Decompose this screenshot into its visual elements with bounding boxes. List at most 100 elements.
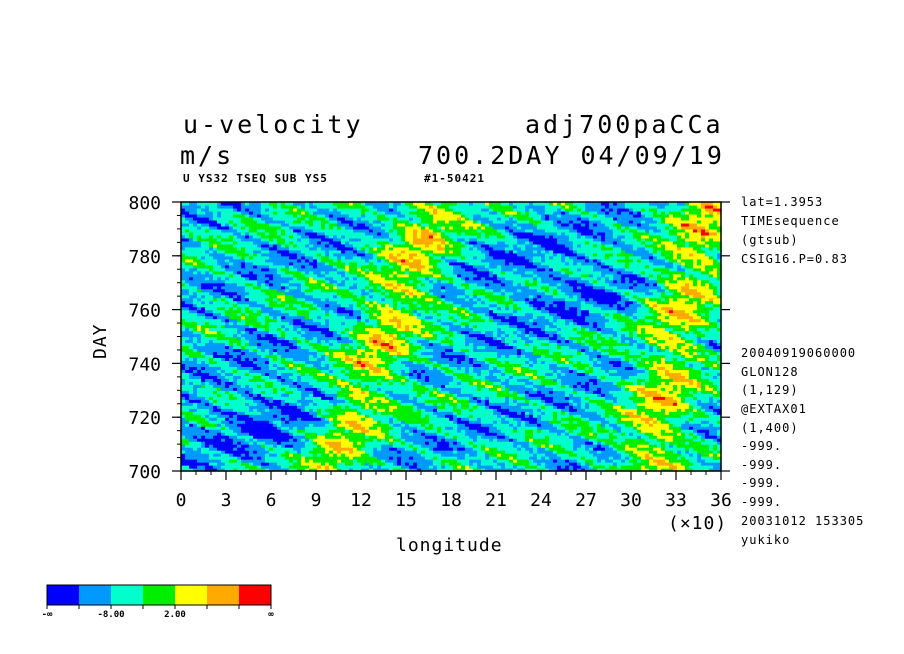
heatmap-cell <box>425 405 430 409</box>
heatmap-cell <box>569 429 574 433</box>
heatmap-cell <box>613 411 618 415</box>
heatmap-cell <box>461 462 466 466</box>
heatmap-cell <box>641 399 646 403</box>
heatmap-cell <box>569 459 574 463</box>
heatmap-cell <box>265 429 270 433</box>
heatmap-cell <box>545 468 550 472</box>
heatmap-cell <box>437 447 442 451</box>
heatmap-cell <box>277 459 282 463</box>
heatmap-cell <box>401 405 406 409</box>
heatmap-cell <box>537 468 542 472</box>
heatmap-cell <box>309 438 314 442</box>
heatmap-cell <box>465 441 470 445</box>
heatmap-cell <box>521 435 526 439</box>
heatmap-cell <box>201 447 206 451</box>
heatmap-cell <box>385 381 390 385</box>
heatmap-cell <box>581 420 586 424</box>
heatmap-cell <box>321 426 326 430</box>
heatmap-cell <box>437 426 442 430</box>
heatmap-cell <box>449 468 454 472</box>
heatmap-cell <box>353 396 358 400</box>
heatmap-cell <box>469 462 474 466</box>
heatmap-cell <box>285 384 290 388</box>
heatmap-cell <box>585 441 590 445</box>
heatmap-cell <box>301 450 306 454</box>
heatmap-cell <box>517 465 522 469</box>
heatmap-cell <box>589 423 594 427</box>
heatmap-cell <box>369 387 374 391</box>
heatmap-cell <box>489 387 494 391</box>
heatmap-cell <box>681 447 686 451</box>
heatmap-cell <box>185 411 190 415</box>
heatmap-cell <box>505 381 510 385</box>
heatmap-cell <box>249 441 254 445</box>
heatmap-cell <box>485 408 490 412</box>
heatmap-cells <box>181 202 722 472</box>
heatmap-cell <box>417 387 422 391</box>
heatmap-cell <box>241 459 246 463</box>
heatmap-cell <box>689 459 694 463</box>
heatmap-cell <box>325 447 330 451</box>
heatmap-cell <box>673 390 678 394</box>
heatmap-cell <box>389 456 394 460</box>
heatmap-cell <box>337 393 342 397</box>
subtitle-left: U YS32 TSEQ SUB YS5 <box>183 172 328 185</box>
heatmap-cell <box>657 405 662 409</box>
heatmap-cell <box>445 411 450 415</box>
heatmap-cell <box>697 459 702 463</box>
heatmap-cell <box>245 408 250 412</box>
heatmap-cell <box>569 432 574 436</box>
heatmap-cell <box>661 435 666 439</box>
heatmap-cell <box>281 411 286 415</box>
heatmap-cell <box>497 420 502 424</box>
heatmap-cell <box>597 450 602 454</box>
heatmap-cell <box>593 432 598 436</box>
heatmap-cell <box>485 447 490 451</box>
heatmap-cell <box>505 411 510 415</box>
heatmap-cell <box>521 468 526 472</box>
heatmap-cell <box>305 408 310 412</box>
heatmap-cell <box>237 399 242 403</box>
heatmap-cell <box>701 411 706 415</box>
heatmap-cell <box>393 459 398 463</box>
heatmap-cell <box>301 459 306 463</box>
heatmap-cell <box>205 423 210 427</box>
heatmap-cell <box>197 438 202 442</box>
heatmap-cell <box>669 426 674 430</box>
heatmap-cell <box>385 459 390 463</box>
heatmap-cell <box>233 459 238 463</box>
heatmap-cell <box>465 417 470 421</box>
heatmap-cell <box>653 423 658 427</box>
heatmap-cell <box>349 393 354 397</box>
heatmap-cell <box>645 387 650 391</box>
heatmap-cell <box>581 459 586 463</box>
heatmap-cell <box>477 417 482 421</box>
heatmap-cell <box>253 453 258 457</box>
heatmap-cell <box>533 432 538 436</box>
heatmap-cell <box>257 459 262 463</box>
heatmap-cell <box>589 459 594 463</box>
heatmap-cell <box>405 414 410 418</box>
heatmap-cell <box>321 387 326 391</box>
heatmap-cell <box>617 417 622 421</box>
heatmap-cell <box>485 384 490 388</box>
heatmap-cell <box>209 444 214 448</box>
heatmap-cell <box>637 465 642 469</box>
heatmap-cell <box>533 393 538 397</box>
heatmap-cell <box>681 453 686 457</box>
heatmap-cell <box>277 420 282 424</box>
heatmap-cell <box>709 447 714 451</box>
heatmap-cell <box>289 447 294 451</box>
heatmap-cell <box>385 450 390 454</box>
heatmap-cell <box>361 441 366 445</box>
heatmap-cell <box>365 429 370 433</box>
heatmap-cell <box>209 387 214 391</box>
heatmap-cell <box>705 456 710 460</box>
heatmap-cell <box>469 435 474 439</box>
heatmap-cell <box>421 390 426 394</box>
heatmap-cell <box>229 399 234 403</box>
heatmap-cell <box>205 420 210 424</box>
heatmap-cell <box>653 414 658 418</box>
heatmap-cell <box>225 453 230 457</box>
heatmap-cell <box>201 432 206 436</box>
